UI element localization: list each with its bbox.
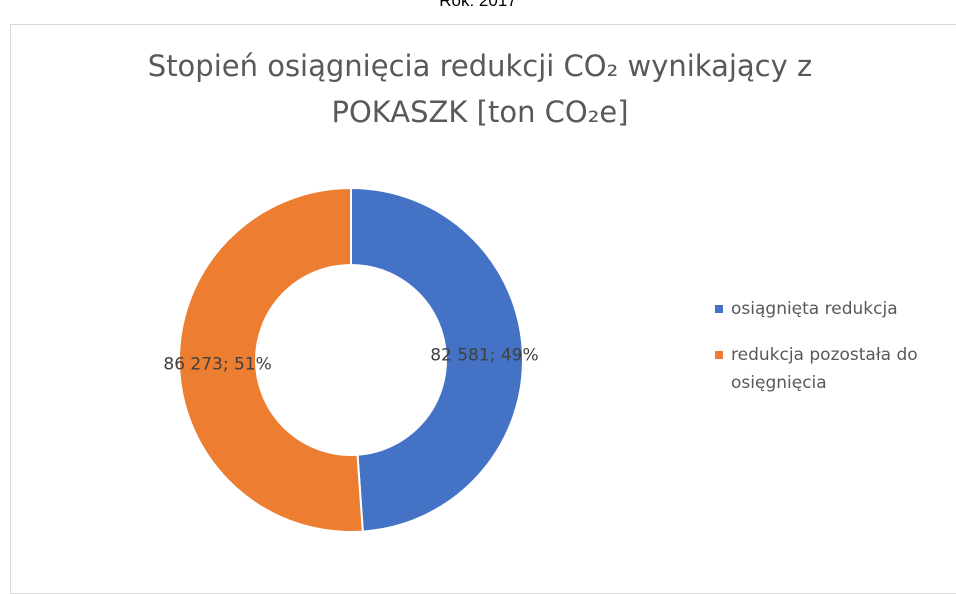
legend-swatch [715, 305, 723, 313]
legend-item: osiągnięta redukcja [715, 295, 955, 323]
chart-subtitle: Rok: 2017 [439, 0, 517, 10]
legend-item: redukcja pozostała do osięgnięcia [715, 341, 955, 397]
chart-title: Stopień osiągnięcia redukcji CO₂ wynikaj… [147, 49, 813, 129]
data-label: 86 273; 51% [163, 355, 271, 375]
data-label: 82 581; 49% [430, 345, 538, 365]
donut-slice [177, 186, 364, 533]
legend-label: osiągnięta redukcja [731, 299, 898, 319]
legend: osiągnięta redukcja redukcja pozostała do… [715, 295, 955, 415]
donut-plot: 82 581; 49% 86 273; 51% [163, 186, 539, 533]
legend-swatch [715, 351, 723, 359]
legend-label: redukcja pozostała do osięgnięcia [731, 345, 918, 393]
donut-slice [350, 186, 524, 533]
